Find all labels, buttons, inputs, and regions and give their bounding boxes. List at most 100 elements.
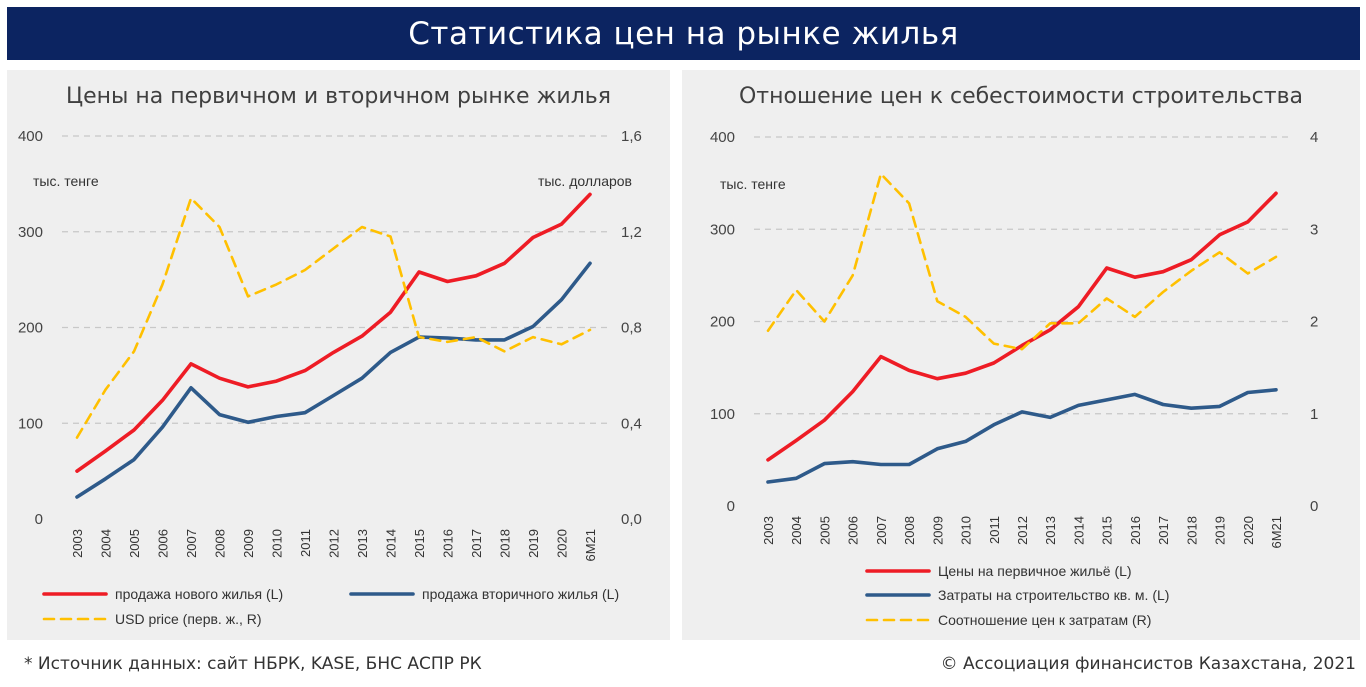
data-point: [246, 294, 250, 298]
data-point: [879, 463, 883, 467]
data-point: [189, 362, 193, 366]
data-point: [1246, 391, 1250, 395]
y-tick-left: 0: [35, 511, 43, 528]
y-tick-left: 0: [727, 498, 735, 515]
data-point: [964, 315, 968, 319]
data-point: [246, 420, 250, 424]
y-tick-right: 1,6: [621, 128, 642, 145]
y-unit-left: тыс. тенге: [33, 173, 99, 189]
legend-label: Цены на первичное жильё (L): [938, 563, 1132, 579]
y-tick-right: 0,4: [621, 415, 642, 432]
data-point: [560, 222, 564, 226]
x-tick-label: 2017: [1156, 516, 1171, 545]
legend-label: Затраты на строительство кв. м. (L): [938, 587, 1169, 603]
data-point: [1020, 410, 1024, 414]
x-tick-label: 2004: [99, 529, 114, 558]
data-point: [1048, 415, 1052, 419]
data-point: [851, 273, 855, 277]
data-point: [360, 376, 364, 380]
copyright-note: © Ассоциация финансистов Казахстана, 202…: [940, 654, 1356, 674]
data-point: [1189, 406, 1193, 410]
x-tick-label: 2009: [930, 516, 945, 545]
data-point: [75, 469, 79, 473]
x-tick-label: 2019: [526, 529, 541, 558]
data-point: [560, 298, 564, 302]
data-point: [1048, 321, 1052, 325]
series-line-1: [75, 192, 592, 473]
y-tick-right: 0: [1310, 498, 1318, 515]
data-point: [503, 261, 507, 265]
y-unit-right: тыс. долларов: [538, 173, 632, 189]
x-tick-label: 2012: [327, 529, 342, 558]
legend-label: Соотношение цен к затратам (R): [938, 612, 1151, 628]
data-point: [1161, 270, 1165, 274]
chart-title: Отношение цен к себестоимости строительс…: [738, 84, 1304, 109]
data-point: [75, 495, 79, 499]
data-point: [360, 334, 364, 338]
series-line-3: [766, 172, 1278, 351]
data-point: [218, 376, 222, 380]
x-tick-label: 6М21: [583, 529, 598, 562]
x-tick-label: 2004: [789, 516, 804, 545]
x-tick-label: 2018: [498, 529, 513, 558]
data-point: [851, 460, 855, 464]
x-tick-label: 2003: [761, 516, 776, 545]
data-point: [935, 447, 939, 451]
data-point: [132, 458, 136, 462]
data-point: [104, 477, 108, 481]
data-point: [794, 439, 798, 443]
x-tick-label: 2014: [384, 529, 399, 558]
data-point: [75, 436, 79, 440]
data-point: [935, 377, 939, 381]
y-tick-left: 100: [710, 406, 735, 423]
data-point: [104, 388, 108, 392]
data-point: [964, 371, 968, 375]
y-tick-right: 0,0: [621, 511, 642, 528]
y-tick-left: 200: [18, 320, 43, 337]
x-tick-label: 2019: [1213, 516, 1228, 545]
data-point: [474, 335, 478, 339]
x-tick-label: 2011: [987, 516, 1002, 544]
series-line-3: [75, 196, 592, 439]
data-point: [531, 236, 535, 240]
data-point: [1161, 290, 1165, 294]
x-tick-label: 2005: [127, 529, 142, 558]
data-point: [822, 418, 826, 422]
data-point: [907, 368, 911, 372]
data-point: [766, 329, 770, 333]
data-point: [531, 335, 535, 339]
data-point: [132, 349, 136, 353]
data-point: [104, 449, 108, 453]
y-tick-left: 300: [18, 224, 43, 241]
y-tick-left: 400: [18, 128, 43, 145]
data-point: [588, 261, 592, 265]
x-tick-label: 2007: [874, 516, 889, 545]
x-tick-label: 2010: [959, 516, 974, 545]
legend-label: продажа вторичного жилья (L): [422, 586, 619, 602]
data-point: [303, 268, 307, 272]
x-tick-label: 6М21: [1269, 516, 1284, 549]
data-point: [1218, 250, 1222, 254]
data-point: [1246, 272, 1250, 276]
data-point: [766, 480, 770, 484]
data-point: [360, 225, 364, 229]
data-point: [389, 310, 393, 314]
x-tick-label: 2009: [241, 529, 256, 558]
data-point: [332, 350, 336, 354]
x-tick-label: 2016: [1128, 516, 1143, 545]
data-point: [275, 379, 279, 383]
series-line-1: [766, 191, 1278, 462]
y-tick-left: 100: [18, 415, 43, 432]
data-point: [446, 336, 450, 340]
data-point: [560, 342, 564, 346]
data-point: [851, 390, 855, 394]
data-point: [218, 413, 222, 417]
data-point: [992, 423, 996, 427]
y-tick-right: 1: [1310, 406, 1318, 423]
y-tick-left: 300: [710, 221, 735, 238]
data-point: [189, 196, 193, 200]
data-point: [1020, 347, 1024, 351]
x-tick-label: 2018: [1184, 516, 1199, 545]
data-point: [246, 385, 250, 389]
x-tick-label: 2013: [1043, 516, 1058, 545]
